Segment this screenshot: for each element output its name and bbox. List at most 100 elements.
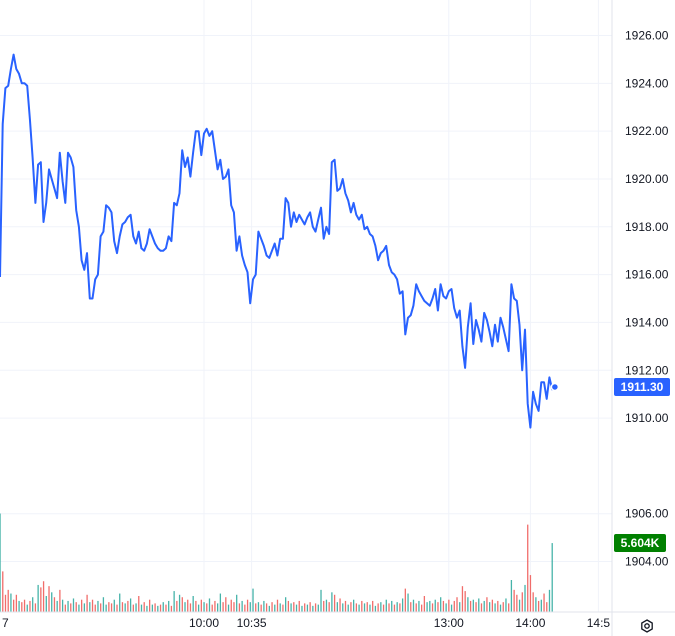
volume-bar <box>159 604 162 612</box>
volume-bar <box>293 602 295 612</box>
volume-bar <box>252 588 254 612</box>
volume-bar <box>287 600 290 612</box>
volume-bar <box>276 599 279 612</box>
volume-bar <box>491 599 494 612</box>
volume-bar <box>86 594 88 612</box>
volume-bar <box>437 602 439 612</box>
volume-bar <box>304 603 306 612</box>
volume-bar <box>23 599 26 612</box>
volume-bar <box>505 598 507 612</box>
volume-bar <box>162 602 164 612</box>
volume-bar <box>372 600 374 612</box>
y-tick-label: 1906.00 <box>625 507 669 521</box>
volume-bar <box>40 587 42 612</box>
volume-bar <box>391 600 393 612</box>
x-tick-label: 14:5 <box>587 616 611 630</box>
volume-bar <box>377 603 379 612</box>
volume-bar <box>445 603 447 612</box>
volume-bar <box>206 603 208 612</box>
y-tick-label: 1924.00 <box>625 76 669 90</box>
volume-bar <box>380 602 382 612</box>
volume-bar <box>170 605 173 612</box>
volume-bar <box>255 603 257 612</box>
volume-bar <box>108 602 110 612</box>
volume-bar <box>18 600 20 612</box>
volume-bar <box>325 599 328 612</box>
volume-bar <box>42 581 45 612</box>
volume-bar <box>483 600 485 612</box>
volume-bar <box>459 602 461 612</box>
volume-bar <box>121 602 124 612</box>
volume-bar <box>257 602 260 612</box>
volume-bar <box>320 589 322 612</box>
y-tick-label: 1912.00 <box>625 363 669 377</box>
volume-bar <box>412 599 415 612</box>
volume-bar <box>388 603 390 612</box>
y-tick-label: 1910.00 <box>625 411 669 425</box>
volume-bar <box>37 584 39 612</box>
volume-bar <box>510 580 513 612</box>
volume-bar <box>13 599 15 612</box>
volume-bar <box>342 603 344 612</box>
volume-bar <box>100 603 102 612</box>
volume-bar <box>382 604 385 612</box>
volume-bar <box>480 603 483 612</box>
volume-bar <box>265 603 268 612</box>
volume-bar <box>374 605 377 612</box>
volume-bar <box>105 604 107 612</box>
y-tick-label: 1920.00 <box>625 172 669 186</box>
x-tick-label: 13:00 <box>434 616 464 630</box>
volume-bar <box>298 600 300 612</box>
volume-bar <box>241 600 243 612</box>
volume-bar <box>102 597 105 612</box>
volume-bar <box>53 597 56 612</box>
settings-button-bg[interactable] <box>638 617 656 635</box>
volume-bar <box>154 603 156 612</box>
last-price-label: 1911.30 <box>621 380 664 394</box>
volume-bar <box>399 603 401 612</box>
volume-bar <box>4 594 7 612</box>
chart-settings-button[interactable] <box>638 617 656 635</box>
last-price-dot <box>550 382 560 392</box>
volume-bar <box>113 599 115 612</box>
volume-bar <box>434 599 436 612</box>
volume-bar <box>431 603 434 612</box>
volume-bar <box>527 524 529 612</box>
volume-bar <box>518 599 521 612</box>
volume-bar <box>67 600 69 612</box>
volume-bar <box>421 604 423 612</box>
volume-bar <box>385 599 387 612</box>
volume-bar <box>26 604 28 612</box>
volume-bar <box>494 603 496 612</box>
volume-bar <box>116 604 118 612</box>
volume-bar <box>184 602 186 612</box>
volume-bar <box>469 600 472 612</box>
volume-bar <box>129 598 132 612</box>
volume-bar <box>323 600 325 612</box>
last-price-badge <box>614 377 670 396</box>
volume-bar <box>61 599 64 612</box>
volume-bars <box>0 513 553 612</box>
volume-bar <box>396 602 398 612</box>
volume-bar <box>203 602 205 612</box>
y-tick-label: 1926.00 <box>625 29 669 43</box>
volume-bar <box>410 602 412 612</box>
volume-bar <box>7 589 9 612</box>
volume-bar <box>404 588 406 612</box>
volume-bar <box>532 592 534 612</box>
volume-bar <box>81 599 83 612</box>
volume-bar <box>15 594 18 612</box>
volume-bar <box>219 593 222 612</box>
volume-bar <box>317 604 319 612</box>
volume-bar <box>45 596 47 612</box>
volume-bar <box>464 591 466 612</box>
volume-bar <box>274 604 276 612</box>
volume-bar <box>306 604 309 612</box>
volume-bar <box>475 602 477 612</box>
volume-bar <box>32 597 34 612</box>
volume-bar <box>393 604 396 612</box>
volume-bar <box>355 603 358 612</box>
